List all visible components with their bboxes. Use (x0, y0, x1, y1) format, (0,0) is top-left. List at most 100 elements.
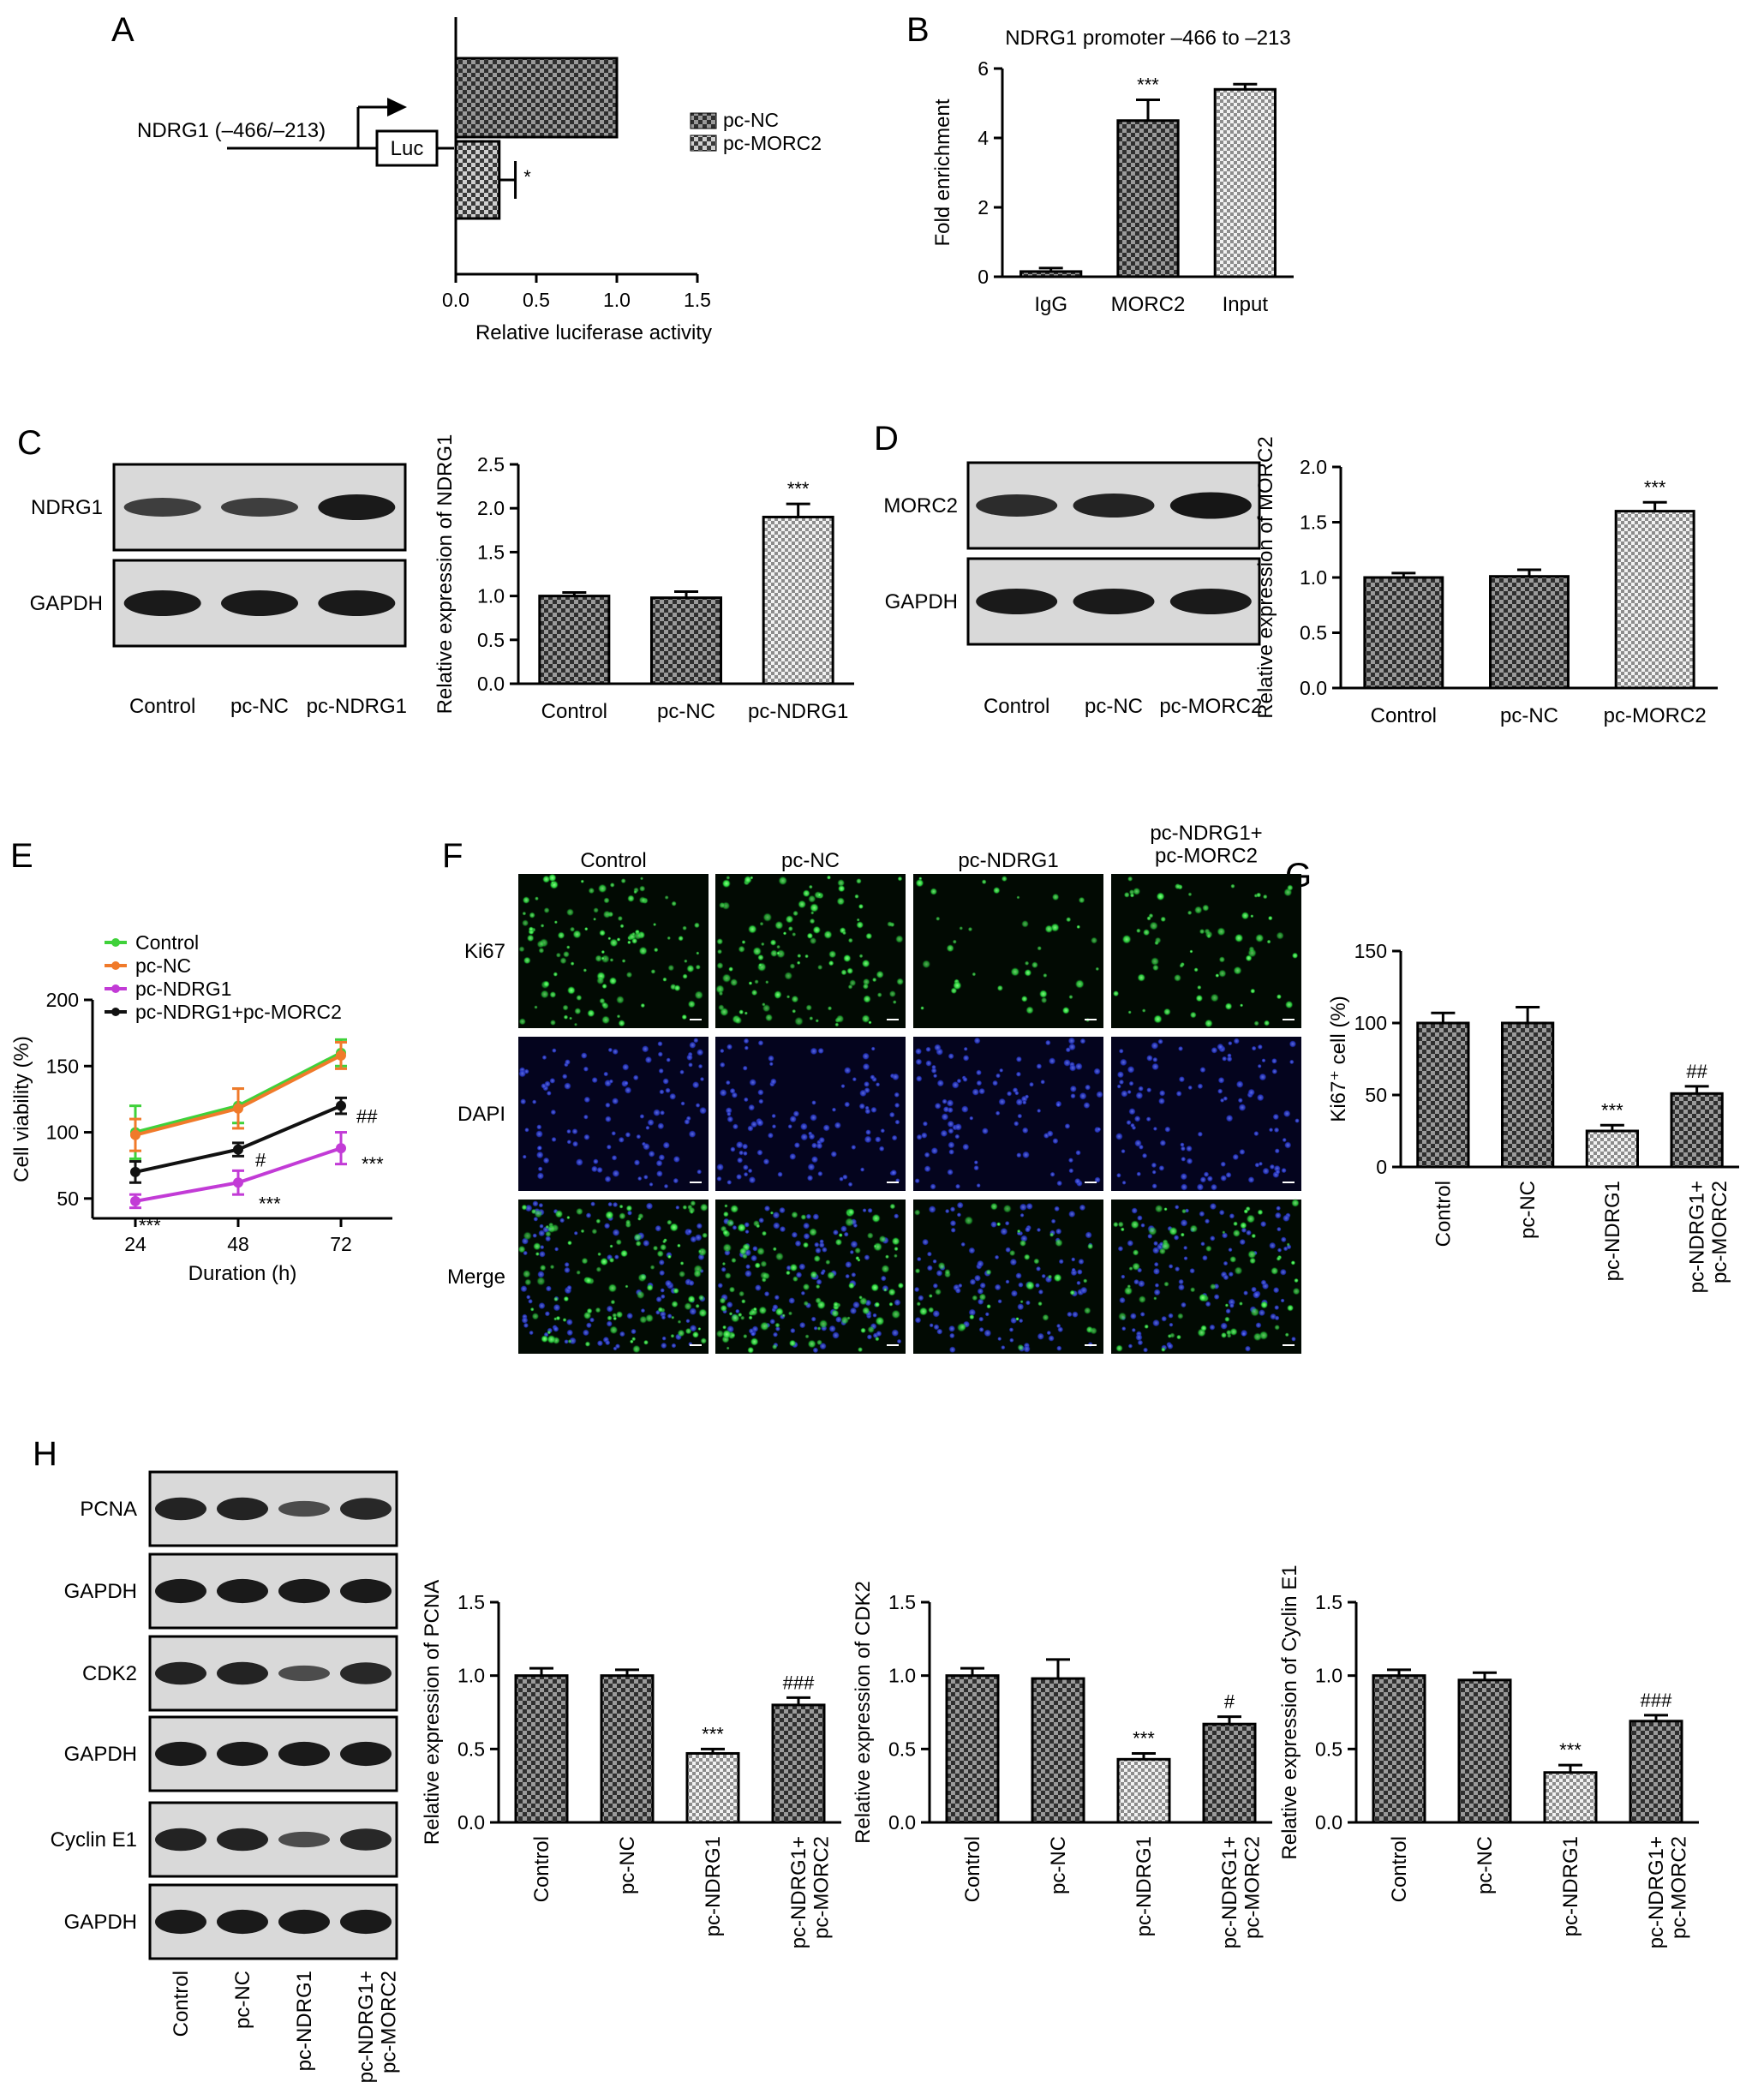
dapi-nucleus (840, 1084, 846, 1089)
dapi-nucleus (862, 1208, 867, 1213)
y-tick-label: 0 (1376, 1156, 1387, 1178)
ki67-signal (934, 1288, 942, 1295)
dapi-nucleus (697, 1169, 703, 1175)
dapi-nucleus (1097, 1127, 1102, 1132)
dapi-nucleus (973, 1037, 981, 1044)
dapi-nucleus (997, 1337, 1002, 1342)
ki67-signal (549, 1264, 555, 1270)
dapi-nucleus (811, 1100, 816, 1105)
ki67-signal (730, 1204, 739, 1213)
ki67-signal (671, 1300, 679, 1308)
ki67-signal (744, 1011, 749, 1015)
ki67-signal (734, 1016, 743, 1025)
ki67-signal (1160, 1347, 1166, 1353)
dapi-nucleus (1228, 1271, 1234, 1277)
dapi-nucleus (649, 1182, 654, 1187)
dapi-nucleus (1018, 1282, 1024, 1288)
dapi-nucleus (791, 1231, 798, 1239)
ki67-signal (787, 1311, 793, 1316)
ki67-signal (618, 1020, 625, 1027)
dapi-nucleus (751, 1325, 759, 1333)
ki67-signal (756, 1224, 761, 1229)
ki67-signal (566, 1215, 571, 1220)
dapi-nucleus (699, 1076, 705, 1082)
dapi-nucleus (958, 1283, 963, 1289)
dapi-nucleus (978, 1326, 984, 1332)
dapi-nucleus (607, 1201, 613, 1207)
ki67-signal (809, 936, 817, 945)
ki67-signal (816, 1326, 822, 1331)
ki67-signal (575, 1207, 583, 1216)
dapi-nucleus (1055, 1323, 1061, 1329)
dapi-nucleus (962, 1055, 970, 1062)
ki67-signal (679, 1270, 686, 1278)
ki67-signal (774, 1252, 784, 1261)
dapi-nucleus (536, 1172, 545, 1180)
ki67-signal (667, 1254, 672, 1259)
dapi-nucleus (1235, 1080, 1244, 1088)
dapi-nucleus (661, 1314, 667, 1320)
ki67-signal (843, 954, 852, 963)
dapi-nucleus (742, 1065, 748, 1071)
dapi-nucleus (685, 1319, 691, 1324)
luc-label: Luc (391, 137, 424, 160)
x-tick-label: 72 (330, 1233, 352, 1255)
ki67-signal (687, 1000, 696, 1008)
dapi-nucleus (960, 1241, 966, 1247)
ki67-signal (782, 931, 787, 936)
dapi-nucleus (536, 1145, 543, 1151)
ki67-signal (1019, 1300, 1024, 1304)
ki67-signal (1130, 1220, 1139, 1229)
dapi-nucleus (726, 1179, 732, 1185)
dapi-nucleus (875, 1136, 882, 1143)
dapi-nucleus (984, 1329, 992, 1337)
ki67-signal (653, 947, 659, 953)
dapi-nucleus (1269, 1164, 1276, 1170)
ki67-signal (728, 1312, 733, 1316)
ki67-signal (857, 1347, 864, 1353)
dapi-nucleus (769, 1319, 776, 1325)
ki67-signal (1163, 1207, 1168, 1212)
dapi-nucleus (1272, 1286, 1280, 1294)
y-tick-label: 1.5 (1300, 512, 1327, 534)
y-tick-label: 1.5 (1315, 1591, 1342, 1613)
ki67-signal (1217, 927, 1226, 936)
dapi-nucleus (726, 1111, 732, 1116)
chart-title: NDRG1 promoter –466 to –213 (1005, 27, 1291, 50)
ki67-signal (741, 940, 746, 945)
dapi-nucleus (1291, 1336, 1296, 1342)
dapi-nucleus (973, 1274, 982, 1282)
ki67-signal (738, 945, 745, 953)
ki67-signal (633, 889, 637, 894)
ki67-signal (724, 1204, 728, 1208)
ki67-signal (1016, 1229, 1021, 1234)
dapi-nucleus (1048, 1335, 1055, 1342)
ki67-signal (576, 1270, 581, 1276)
ki67-signal (774, 990, 782, 999)
dapi-nucleus (544, 1080, 551, 1087)
ki67-signal (771, 1343, 778, 1350)
ki67-signal (529, 1307, 535, 1312)
dapi-nucleus (845, 1273, 850, 1279)
y-tick-label: 0.5 (888, 1738, 916, 1760)
dapi-nucleus (626, 1210, 633, 1216)
point-pc-ndrg1 (130, 1195, 141, 1206)
ki67-signal (1199, 1293, 1207, 1302)
dapi-nucleus (867, 1207, 873, 1213)
ki67-signal (1132, 1249, 1139, 1256)
dapi-nucleus (1272, 1113, 1280, 1121)
dapi-nucleus (658, 1154, 666, 1161)
ki67-signal (765, 980, 769, 984)
ki67-signal (587, 1009, 595, 1018)
dapi-nucleus (585, 1322, 592, 1329)
ki67-signal (1051, 893, 1060, 901)
ki67-signal (740, 1299, 746, 1304)
ki67-signal (602, 910, 612, 918)
ki67-signal (812, 925, 822, 935)
ki67-signal (1169, 1332, 1175, 1338)
dapi-nucleus (822, 1247, 828, 1253)
dapi-nucleus (777, 1171, 783, 1177)
dapi-nucleus (721, 1266, 726, 1272)
